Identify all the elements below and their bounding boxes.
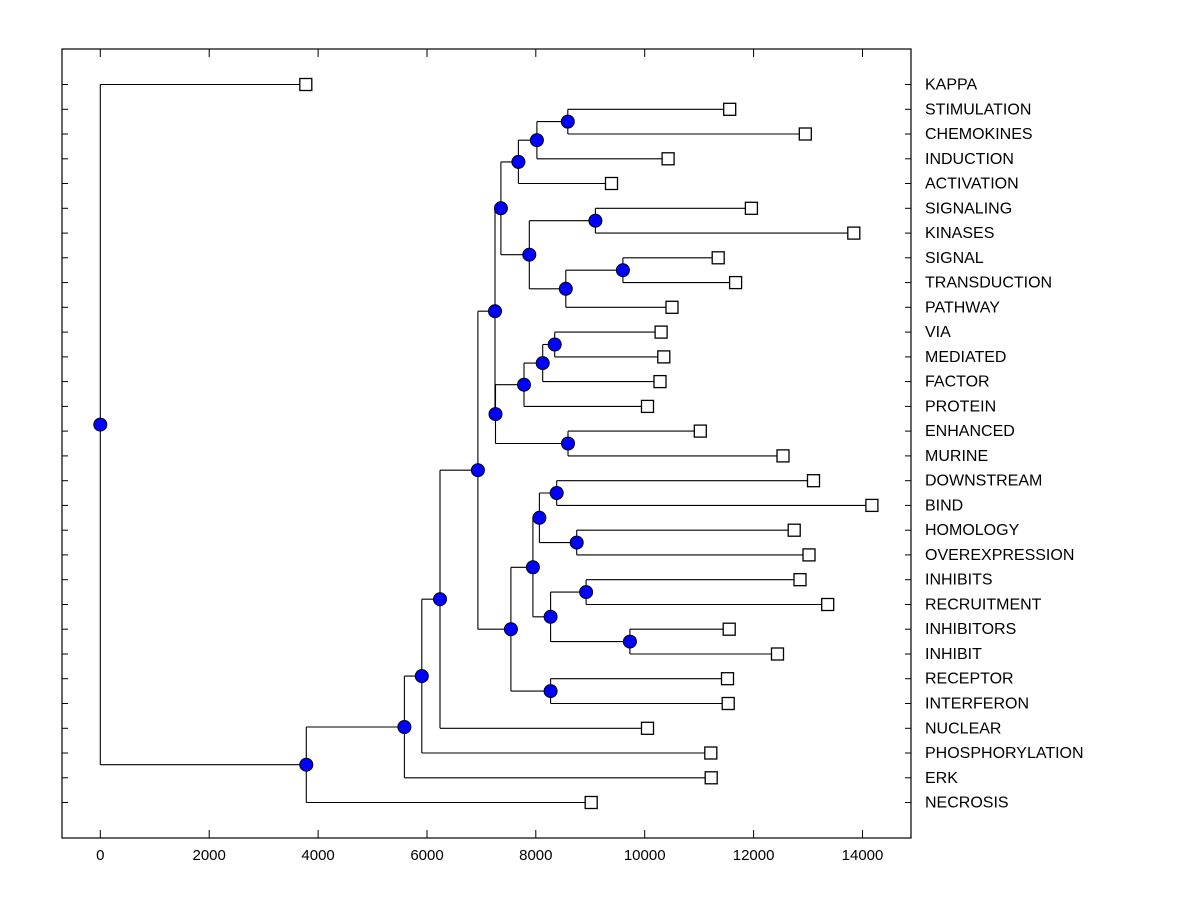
svg-text:INDUCTION: INDUCTION [925,151,1014,168]
svg-text:KAPPA: KAPPA [925,77,978,94]
svg-text:NECROSIS: NECROSIS [925,795,1009,812]
svg-text:STIMULATION: STIMULATION [925,101,1031,118]
svg-text:2000: 2000 [193,847,226,864]
svg-text:INHIBITS: INHIBITS [925,572,993,589]
svg-text:12000: 12000 [733,847,775,864]
svg-text:INHIBIT: INHIBIT [925,646,982,663]
svg-text:INHIBITORS: INHIBITORS [925,621,1016,638]
svg-text:PATHWAY: PATHWAY [925,299,1000,316]
svg-text:ENHANCED: ENHANCED [925,423,1015,440]
svg-text:MEDIATED: MEDIATED [925,349,1006,366]
svg-text:DOWNSTREAM: DOWNSTREAM [925,473,1042,490]
svg-text:VIA: VIA [925,324,951,341]
svg-text:BIND: BIND [925,497,963,514]
svg-text:ERK: ERK [925,770,958,787]
svg-text:SIGNAL: SIGNAL [925,250,984,267]
svg-text:PHOSPHORYLATION: PHOSPHORYLATION [925,745,1084,762]
svg-text:KINASES: KINASES [925,225,994,242]
svg-text:OVEREXPRESSION: OVEREXPRESSION [925,547,1074,564]
svg-text:ACTIVATION: ACTIVATION [925,176,1019,193]
svg-text:CHEMOKINES: CHEMOKINES [925,126,1033,143]
svg-text:10000: 10000 [624,847,666,864]
svg-text:INTERFERON: INTERFERON [925,696,1029,713]
svg-text:RECEPTOR: RECEPTOR [925,671,1014,688]
svg-text:6000: 6000 [410,847,443,864]
svg-text:14000: 14000 [842,847,884,864]
svg-text:HOMOLOGY: HOMOLOGY [925,522,1020,539]
svg-text:MURINE: MURINE [925,448,988,465]
svg-text:RECRUITMENT: RECRUITMENT [925,597,1042,614]
svg-text:PROTEIN: PROTEIN [925,398,996,415]
svg-text:FACTOR: FACTOR [925,374,990,391]
svg-text:0: 0 [96,847,104,864]
svg-text:SIGNALING: SIGNALING [925,200,1012,217]
svg-text:TRANSDUCTION: TRANSDUCTION [925,275,1052,292]
svg-text:8000: 8000 [519,847,552,864]
svg-text:NUCLEAR: NUCLEAR [925,720,1001,737]
svg-text:4000: 4000 [301,847,334,864]
